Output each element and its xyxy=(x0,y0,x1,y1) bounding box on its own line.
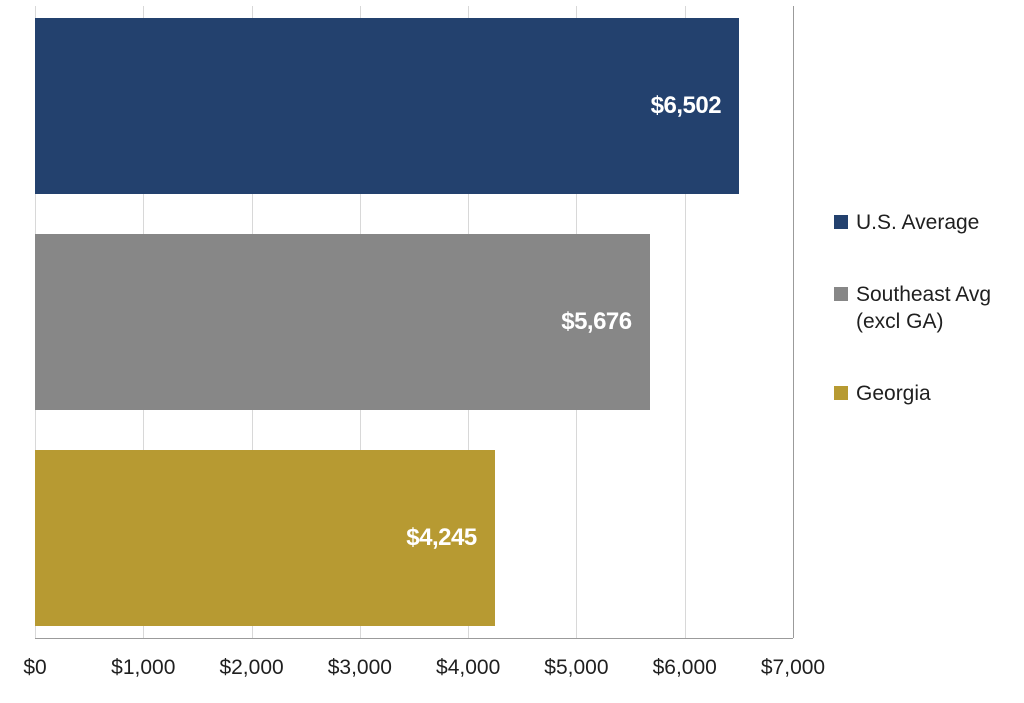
axis-line-bottom xyxy=(35,638,793,639)
bar-southeast-avg: $5,676 xyxy=(35,234,650,410)
bar-label-georgia: $4,245 xyxy=(406,524,494,552)
legend: U.S. Average Southeast Avg (excl GA) Georg… xyxy=(834,210,991,453)
axis-line-right xyxy=(793,6,794,638)
x-tick-label: $0 xyxy=(23,656,46,680)
bar-us-average: $6,502 xyxy=(35,18,739,194)
legend-swatch xyxy=(834,215,848,229)
legend-label: Georgia xyxy=(856,381,931,407)
spending-bar-chart: $6,502 $5,676 $4,245 U.S. Average Southeast… xyxy=(0,0,1024,703)
bar-label-us-average: $6,502 xyxy=(651,92,739,120)
plot-area: $6,502 $5,676 $4,245 xyxy=(35,6,793,638)
legend-swatch xyxy=(834,386,848,400)
legend-label: Southeast Avg (excl GA) xyxy=(856,282,991,335)
legend-item: U.S. Average xyxy=(834,210,991,236)
x-tick-label: $7,000 xyxy=(761,656,825,680)
x-tick-label: $3,000 xyxy=(328,656,392,680)
legend-label: U.S. Average xyxy=(856,210,979,236)
legend-swatch xyxy=(834,287,848,301)
x-tick-label: $1,000 xyxy=(111,656,175,680)
bar-georgia: $4,245 xyxy=(35,450,495,626)
legend-item: Southeast Avg (excl GA) xyxy=(834,282,991,335)
x-tick-label: $2,000 xyxy=(219,656,283,680)
x-tick-label: $4,000 xyxy=(436,656,500,680)
legend-item: Georgia xyxy=(834,381,991,407)
x-tick-label: $5,000 xyxy=(544,656,608,680)
bar-label-southeast-avg: $5,676 xyxy=(561,308,649,336)
x-tick-label: $6,000 xyxy=(653,656,717,680)
